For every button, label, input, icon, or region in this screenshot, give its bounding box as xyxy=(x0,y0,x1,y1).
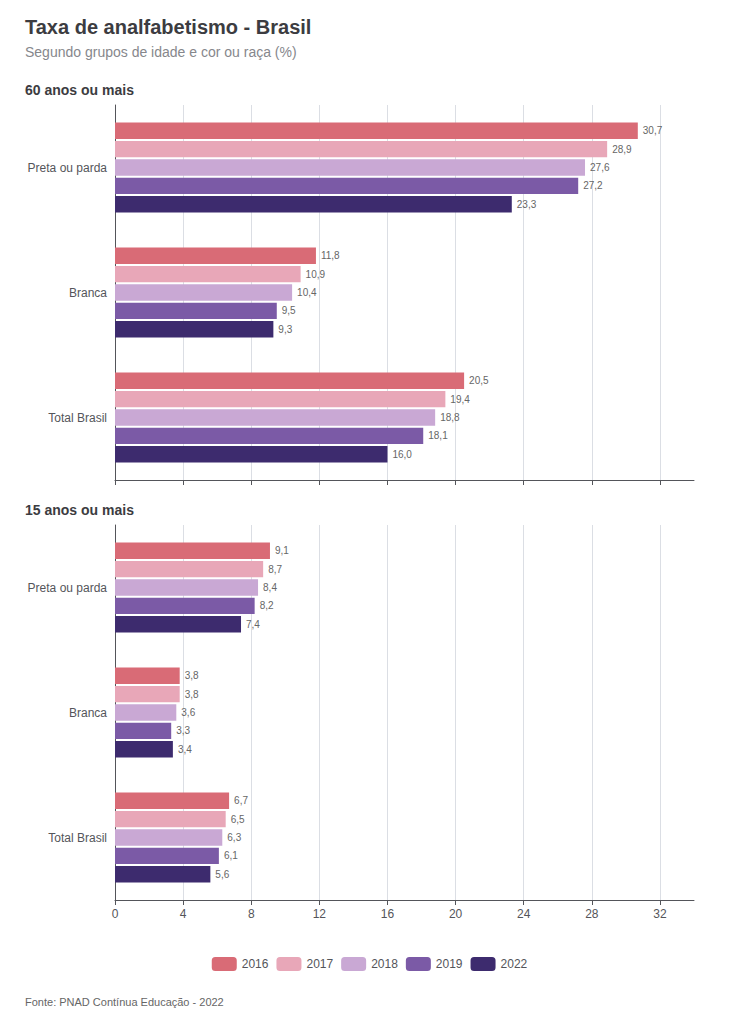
svg-text:Total Brasil: Total Brasil xyxy=(48,831,107,845)
svg-text:Total Brasil: Total Brasil xyxy=(48,411,107,425)
svg-text:Branca: Branca xyxy=(69,286,107,300)
svg-text:4: 4 xyxy=(180,907,187,921)
svg-text:19,4: 19,4 xyxy=(450,394,470,405)
svg-text:60 anos ou mais: 60 anos ou mais xyxy=(25,82,134,98)
svg-text:28,9: 28,9 xyxy=(612,144,632,155)
svg-text:6,1: 6,1 xyxy=(224,850,238,861)
svg-text:32: 32 xyxy=(653,907,667,921)
svg-text:3,8: 3,8 xyxy=(185,670,199,681)
svg-text:3,6: 3,6 xyxy=(181,707,195,718)
svg-text:8: 8 xyxy=(248,907,255,921)
svg-text:16,0: 16,0 xyxy=(392,449,412,460)
svg-text:23,3: 23,3 xyxy=(517,199,537,210)
svg-text:8,4: 8,4 xyxy=(263,582,277,593)
svg-text:10,4: 10,4 xyxy=(297,287,317,298)
svg-text:8,2: 8,2 xyxy=(260,600,274,611)
svg-text:15 anos ou mais: 15 anos ou mais xyxy=(25,502,134,518)
svg-text:Preta ou parda: Preta ou parda xyxy=(28,161,108,175)
svg-text:9,5: 9,5 xyxy=(282,305,296,316)
svg-text:27,6: 27,6 xyxy=(590,162,610,173)
svg-text:27,2: 27,2 xyxy=(583,180,603,191)
svg-text:Fonte: PNAD Contínua Educação: Fonte: PNAD Contínua Educação - 2022 xyxy=(25,996,224,1008)
svg-text:0: 0 xyxy=(112,907,119,921)
svg-text:8,7: 8,7 xyxy=(268,564,282,575)
svg-text:18,8: 18,8 xyxy=(440,412,460,423)
svg-text:Taxa de analfabetismo - Brasil: Taxa de analfabetismo - Brasil xyxy=(25,16,311,38)
svg-text:6,3: 6,3 xyxy=(227,832,241,843)
svg-text:6,5: 6,5 xyxy=(231,814,245,825)
svg-text:12: 12 xyxy=(313,907,327,921)
svg-text:7,4: 7,4 xyxy=(246,619,260,630)
svg-text:3,8: 3,8 xyxy=(185,689,199,700)
svg-text:30,7: 30,7 xyxy=(643,125,663,136)
svg-text:18,1: 18,1 xyxy=(428,430,448,441)
svg-text:2018: 2018 xyxy=(371,957,398,971)
svg-text:5,6: 5,6 xyxy=(215,869,229,880)
svg-text:Preta ou parda: Preta ou parda xyxy=(28,581,108,595)
svg-text:3,3: 3,3 xyxy=(176,725,190,736)
svg-text:6,7: 6,7 xyxy=(234,795,248,806)
svg-text:20: 20 xyxy=(449,907,463,921)
svg-text:2017: 2017 xyxy=(306,957,333,971)
svg-text:28: 28 xyxy=(585,907,599,921)
svg-text:3,4: 3,4 xyxy=(178,744,192,755)
svg-text:2022: 2022 xyxy=(501,957,528,971)
svg-text:9,1: 9,1 xyxy=(275,545,289,556)
svg-text:9,3: 9,3 xyxy=(278,324,292,335)
svg-text:2019: 2019 xyxy=(436,957,463,971)
svg-text:24: 24 xyxy=(517,907,531,921)
svg-text:11,8: 11,8 xyxy=(321,250,340,261)
svg-text:10,9: 10,9 xyxy=(306,269,326,280)
svg-text:Segundo grupos de idade e cor: Segundo grupos de idade e cor ou raça (%… xyxy=(25,44,297,60)
svg-text:Branca: Branca xyxy=(69,706,107,720)
svg-text:20,5: 20,5 xyxy=(469,375,489,386)
svg-text:16: 16 xyxy=(381,907,395,921)
svg-text:2016: 2016 xyxy=(242,957,269,971)
